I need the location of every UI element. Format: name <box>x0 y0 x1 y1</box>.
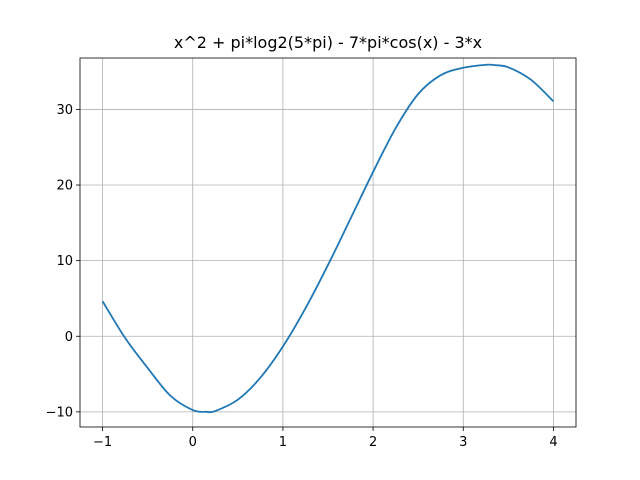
y-tick-label: 10 <box>56 254 73 269</box>
chart-title: x^2 + pi*log2(5*pi) - 7*pi*cos(x) - 3*x <box>174 33 482 52</box>
y-tick-label: 30 <box>56 103 73 118</box>
y-tick-label: −10 <box>46 405 73 420</box>
y-tick-label: 0 <box>65 330 73 345</box>
x-tick-label: 0 <box>189 435 197 450</box>
series-line <box>101 63 555 414</box>
x-tick-label: 1 <box>279 435 287 450</box>
series-layer <box>101 63 555 414</box>
grid-lines <box>80 58 576 427</box>
x-tick-label: 3 <box>459 435 467 450</box>
x-tick-label: −1 <box>93 435 112 450</box>
x-tick-label: 2 <box>369 435 377 450</box>
plot-frame <box>79 57 577 428</box>
y-tick-label: 20 <box>56 179 73 194</box>
x-tick-label: 4 <box>549 435 557 450</box>
